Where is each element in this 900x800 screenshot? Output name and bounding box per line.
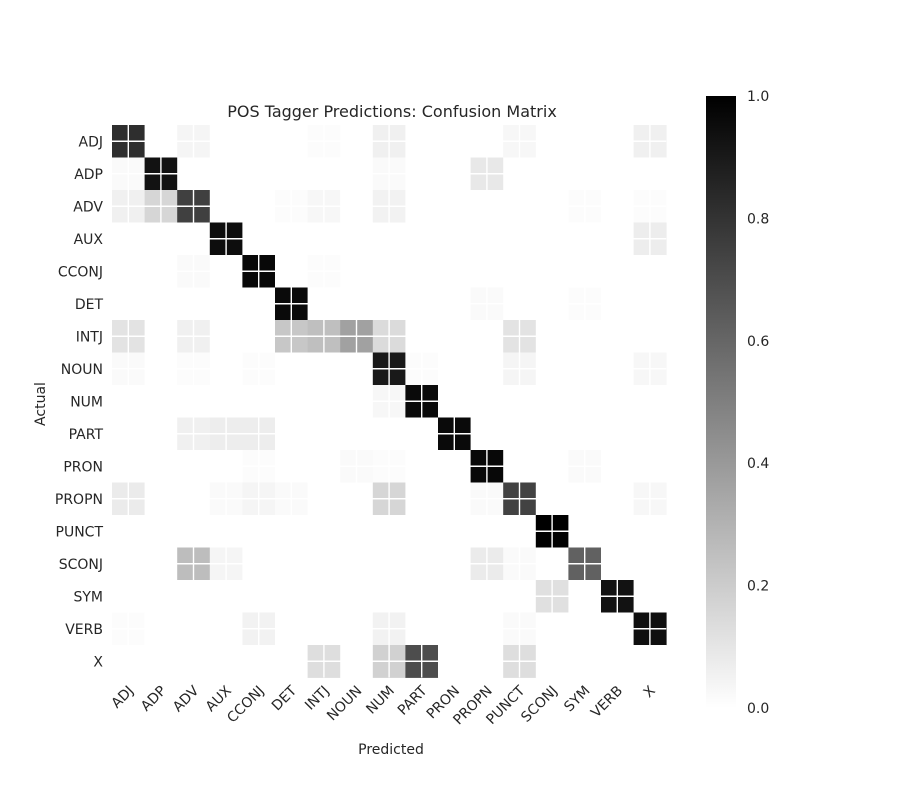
y-tick-label: CCONJ [58, 264, 103, 280]
x-tick-label: NUM [363, 683, 398, 718]
colorbar-tick-label: 0.8 [747, 211, 769, 227]
colorbar-tick-label: 0.4 [747, 456, 769, 472]
y-tick-label: ADP [74, 167, 103, 183]
colorbar-tick-label: 0.0 [747, 701, 769, 717]
y-tick-label: X [93, 654, 103, 670]
y-axis-label: Actual [33, 382, 49, 426]
x-axis-label: Predicted [358, 742, 424, 758]
colorbar-tick-labels: 0.0 0.2 0.4 0.6 0.8 1.0 [747, 89, 769, 717]
y-tick-label: DET [75, 297, 104, 313]
colorbar-tick-label: 0.6 [747, 334, 769, 350]
x-tick-label: VERB [588, 683, 626, 721]
x-tick-label: SCONJ [518, 683, 561, 726]
y-tick-label: VERB [65, 622, 103, 638]
y-tick-label: PRON [63, 459, 103, 475]
y-tick-label: ADV [73, 199, 103, 215]
x-tick-label: ADP [138, 683, 170, 715]
y-tick-label: PART [69, 427, 104, 443]
x-tick-label: X [641, 683, 659, 701]
y-tick-label: NOUN [61, 362, 103, 378]
colorbar-tick-label: 0.2 [747, 579, 769, 595]
y-tick-label: SYM [73, 589, 103, 605]
y-tick-labels: ADJ ADP ADV AUX CCONJ DET INTJ NOUN NUM PART PRON P… [55, 134, 104, 670]
y-tick-label: PROPN [55, 492, 103, 508]
heatmap-gridlines [112, 125, 667, 678]
x-tick-label: NOUN [324, 683, 365, 724]
x-tick-label: DET [269, 683, 301, 715]
y-tick-label: INTJ [76, 329, 103, 345]
x-tick-label: CCONJ [224, 683, 267, 726]
y-tick-label: PUNCT [56, 524, 104, 540]
x-tick-label: ADJ [108, 683, 137, 712]
y-tick-label: ADJ [79, 134, 104, 150]
colorbar-tick-label: 1.0 [747, 89, 769, 105]
y-tick-label: AUX [74, 232, 104, 248]
colorbar [706, 96, 736, 708]
chart-title: POS Tagger Predictions: Confusion Matrix [227, 102, 557, 121]
y-tick-label: NUM [70, 394, 103, 410]
y-tick-label: SCONJ [59, 557, 103, 573]
x-tick-label: ADV [170, 683, 203, 716]
